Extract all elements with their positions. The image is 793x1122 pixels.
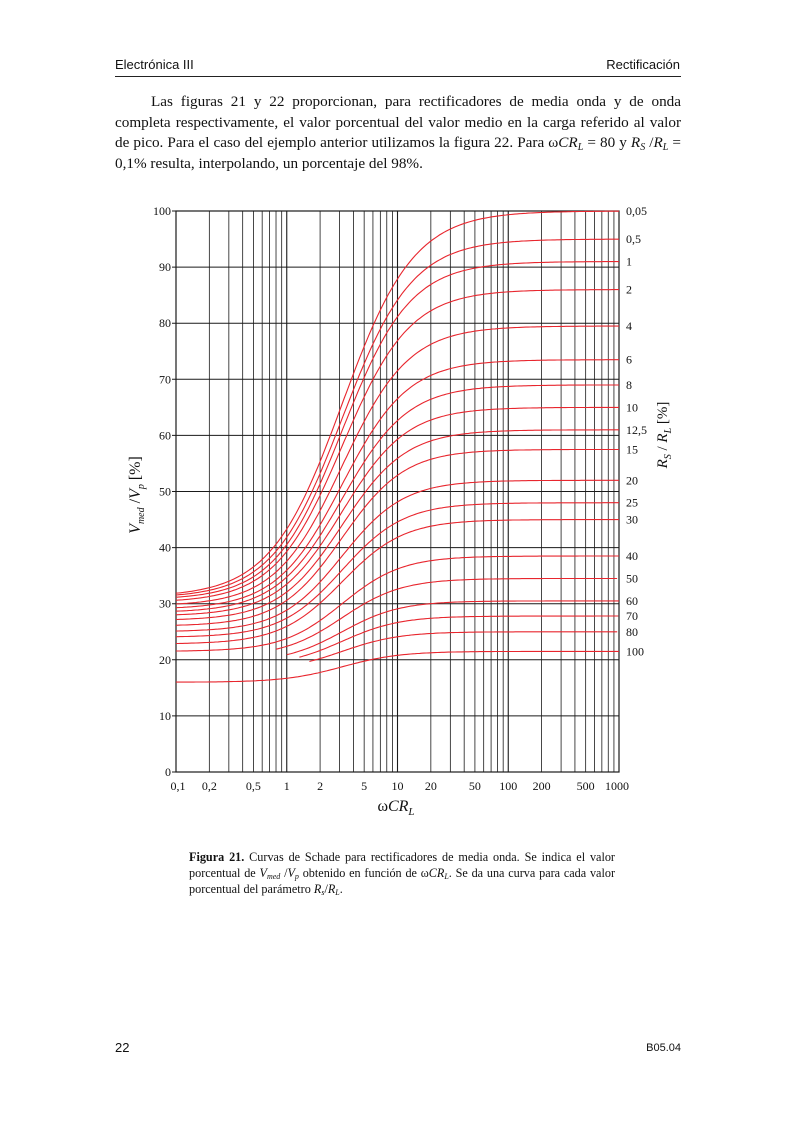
curve-40 — [176, 555, 619, 652]
series-label: 0,5 — [626, 232, 641, 246]
series-label: 12,5 — [626, 423, 647, 437]
x-tick-label: 200 — [533, 779, 551, 793]
curve-4 — [175, 325, 619, 605]
x-tick-label: 500 — [577, 779, 595, 793]
series-label: 10 — [626, 400, 638, 414]
curve-70 — [299, 615, 619, 658]
curve-10 — [175, 406, 619, 616]
series-label: 100 — [626, 644, 644, 658]
series-label: 15 — [626, 442, 638, 456]
chart-grid — [172, 210, 620, 773]
y-tick-label: 30 — [159, 597, 171, 611]
series-label: 20 — [626, 473, 638, 487]
figure-caption: Figura 21. Curvas de Schade para rectifi… — [189, 850, 615, 897]
curve-0-05 — [175, 210, 619, 594]
series-label: 60 — [626, 594, 638, 608]
series-label: 2 — [626, 283, 632, 297]
intro-paragraph: Las figuras 21 y 22 proporcionan, para r… — [115, 93, 681, 172]
y-tick-label: 60 — [159, 428, 171, 442]
series-label: 4 — [626, 319, 632, 333]
curve-30 — [176, 519, 619, 645]
series-label: 1 — [626, 254, 632, 268]
right-axis-title: RS / RL [%] — [655, 402, 674, 470]
series-label: 25 — [626, 496, 638, 510]
series-label: 40 — [626, 549, 638, 563]
curve-20 — [175, 479, 619, 632]
curve-100 — [176, 650, 619, 683]
series-label: 50 — [626, 571, 638, 585]
curve-25 — [176, 502, 619, 638]
x-tick-label: 100 — [499, 779, 517, 793]
curve-2 — [175, 289, 619, 601]
x-tick-label: 2 — [317, 779, 323, 793]
plot-frame — [175, 210, 620, 773]
y-axis-title: Vmed /Vp [%] — [127, 456, 147, 534]
page-number: 22 — [115, 1040, 130, 1055]
x-tick-label: 5 — [361, 779, 367, 793]
x-tick-label: 0,1 — [171, 779, 186, 793]
x-tick-label: 20 — [425, 779, 437, 793]
y-tick-label: 0 — [165, 765, 171, 779]
y-tick-label: 10 — [159, 709, 171, 723]
curve-12-5 — [175, 429, 619, 621]
header-course-title: Electrónica III — [115, 57, 194, 72]
header-section-title: Rectificación — [606, 57, 680, 72]
series-label: 80 — [626, 625, 638, 639]
curve-8 — [175, 384, 619, 612]
y-tick-label: 100 — [153, 204, 171, 218]
y-tick-label: 80 — [159, 316, 171, 330]
curve-15 — [175, 448, 619, 626]
curve-0-5 — [175, 238, 619, 596]
curve-6 — [175, 359, 619, 609]
x-tick-label: 1000 — [605, 779, 629, 793]
x-axis-title: ωCRL — [377, 798, 414, 818]
y-tick-label: 40 — [159, 541, 171, 555]
series-label: 6 — [626, 353, 632, 367]
x-tick-label: 10 — [392, 779, 404, 793]
series-label: 70 — [626, 609, 638, 623]
y-tick-label: 70 — [159, 372, 171, 386]
y-tick-label: 20 — [159, 653, 171, 667]
curve-80 — [309, 631, 618, 663]
x-tick-label: 0,5 — [246, 779, 261, 793]
curve-60 — [286, 600, 619, 656]
curve-50 — [275, 577, 618, 650]
x-tick-label: 50 — [469, 779, 481, 793]
header-divider — [115, 76, 681, 77]
series-label: 0,05 — [626, 204, 647, 218]
curve-1 — [175, 261, 619, 598]
series-label: 30 — [626, 513, 638, 527]
series-label: 8 — [626, 378, 632, 392]
y-tick-label: 50 — [159, 485, 171, 499]
chart-curves — [175, 210, 619, 683]
x-tick-label: 0,2 — [202, 779, 217, 793]
page-header: Electrónica III Rectificación — [115, 53, 680, 75]
y-tick-label: 90 — [159, 260, 171, 274]
x-tick-label: 1 — [284, 779, 290, 793]
document-code: B05.04 — [646, 1042, 681, 1054]
